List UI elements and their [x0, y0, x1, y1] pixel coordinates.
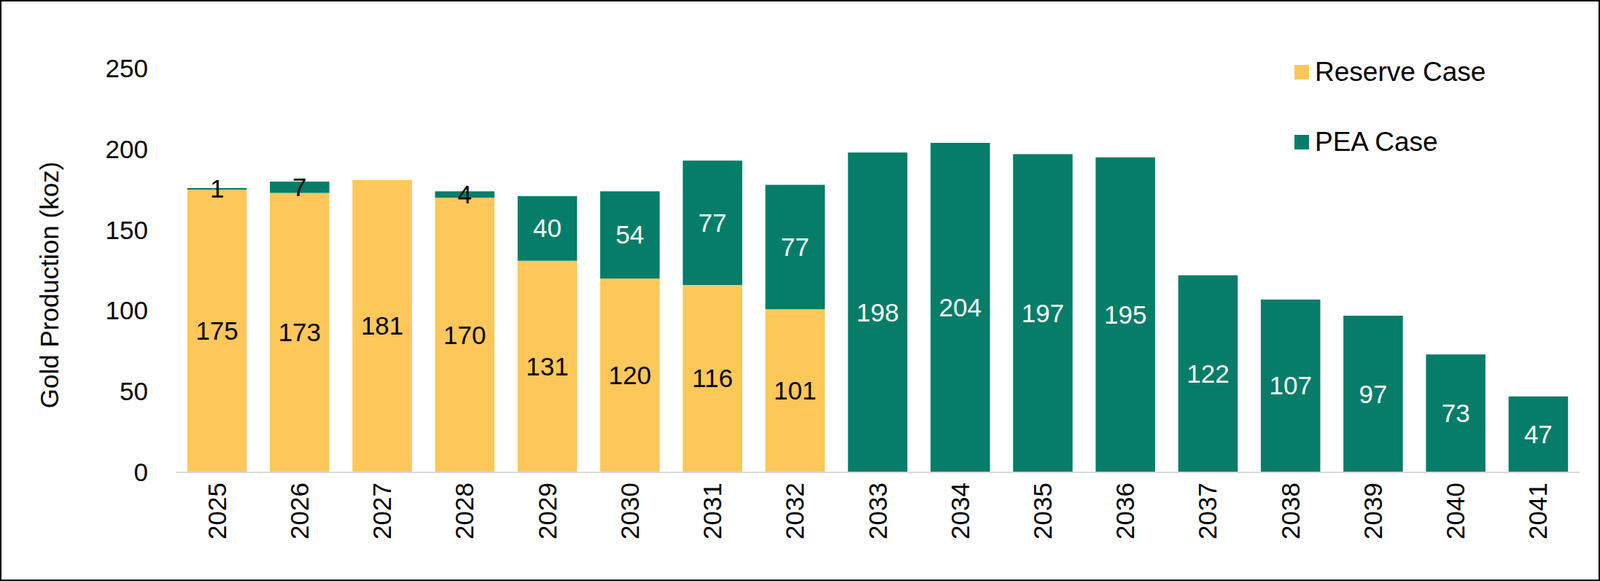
data-label: 107 — [1268, 371, 1312, 400]
y-tick — [172, 229, 176, 231]
data-label: 170 — [443, 320, 486, 350]
x-axis — [175, 471, 1580, 474]
x-tick-label: 2035 — [1028, 482, 1057, 540]
y-tick — [172, 310, 176, 312]
data-label: 116 — [692, 363, 733, 393]
data-label: 77 — [698, 208, 728, 238]
bar-segment — [600, 191, 660, 279]
data-label: 1 — [210, 174, 224, 203]
bar-segment — [1425, 354, 1486, 473]
data-label: 181 — [360, 311, 404, 340]
data-label: 54 — [615, 220, 644, 249]
bar-segment — [600, 278, 660, 473]
x-tick-label: 2032 — [780, 482, 809, 540]
data-label: 4 — [457, 180, 472, 209]
x-tick-label: 2029 — [533, 482, 562, 540]
x-tick-label: 2041 — [1523, 482, 1552, 540]
x-tick-label: 2039 — [1358, 482, 1388, 540]
y-tick-label: 250 — [105, 53, 149, 83]
y-tick-label: 50 — [119, 377, 149, 406]
x-tick-label: 2025 — [202, 482, 232, 540]
bar-segment — [1012, 153, 1073, 473]
x-tick-label: 2037 — [1193, 482, 1222, 540]
data-label: 173 — [278, 317, 321, 347]
data-label: 175 — [195, 316, 238, 345]
x-tick-label: 2038 — [1276, 482, 1305, 540]
data-label: 131 — [525, 352, 569, 381]
x-tick-label: 2028 — [449, 482, 479, 540]
x-tick-label: 2034 — [945, 482, 975, 540]
frame — [0, 0, 1600, 581]
bar-segment — [352, 180, 413, 473]
bar-segment — [187, 189, 248, 473]
data-label: 198 — [856, 298, 899, 327]
bar-segment — [848, 152, 908, 473]
bar-segment — [517, 261, 578, 473]
bar-segment — [1178, 275, 1239, 473]
x-tick-label: 2027 — [367, 482, 396, 540]
data-label: 204 — [939, 293, 982, 322]
data-label: 7 — [292, 172, 307, 202]
bar-segment — [682, 160, 743, 286]
data-label: 197 — [1021, 298, 1064, 328]
y-tick-label: 100 — [105, 296, 149, 325]
data-label: 120 — [608, 360, 652, 390]
y-axis-title: Gold Production (koz) — [35, 161, 64, 409]
chart: 0 50 100 150 200 250 Gold Production (koz) 175 1… — [0, 0, 1600, 581]
bar-segment — [269, 193, 330, 473]
y-tick — [172, 148, 176, 150]
legend-swatch — [1294, 64, 1310, 80]
bar-segment — [1260, 299, 1321, 473]
y-tick — [172, 68, 176, 70]
legend-swatch — [1294, 134, 1310, 150]
y-tick-label: 0 — [134, 457, 149, 487]
x-tick-label: 2040 — [1441, 482, 1470, 540]
bar-segment — [1095, 157, 1156, 473]
data-label: 47 — [1524, 420, 1553, 449]
x-tick-label: 2030 — [615, 482, 644, 540]
y-tick-label: 200 — [105, 134, 149, 164]
legend-label: Reserve Case — [1314, 56, 1486, 87]
bar-segment — [765, 185, 826, 310]
data-label: 122 — [1186, 359, 1229, 388]
bar-segment — [517, 196, 578, 262]
data-label: 195 — [1104, 300, 1147, 329]
y-tick — [172, 472, 176, 474]
y-tick — [172, 391, 176, 393]
bar-segment — [435, 197, 496, 473]
x-tick-label: 2036 — [1110, 482, 1140, 540]
bar-segment — [930, 142, 991, 473]
data-label: 40 — [533, 213, 562, 243]
x-tick-label: 2031 — [697, 482, 727, 540]
data-label: 97 — [1358, 379, 1388, 409]
bar-segment — [1343, 315, 1404, 473]
x-tick-label: 2026 — [285, 482, 314, 540]
data-label: 73 — [1441, 398, 1471, 428]
bars — [187, 142, 1568, 473]
y-tick-label: 150 — [105, 215, 149, 245]
bar-segment — [1508, 396, 1569, 473]
chart-container: 0 50 100 150 200 250 Gold Production (koz) 175 1… — [0, 0, 1600, 581]
bar-segment — [765, 309, 826, 473]
data-label: 101 — [773, 376, 817, 405]
legend-label: PEA Case — [1314, 126, 1439, 157]
x-tick-label: 2033 — [863, 482, 892, 540]
bar-segment — [682, 285, 743, 473]
data-label: 77 — [781, 232, 810, 262]
